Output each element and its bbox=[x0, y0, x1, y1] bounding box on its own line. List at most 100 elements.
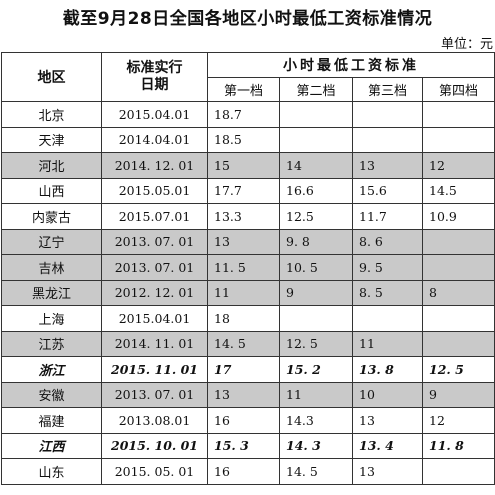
tier-4-cell bbox=[422, 101, 495, 128]
tier-3-cell: 13 bbox=[352, 407, 423, 434]
tier-3-cell: 10 bbox=[352, 381, 423, 408]
date-cell: 2014.04.01 bbox=[101, 126, 208, 153]
tier-1-cell: 13 bbox=[207, 381, 280, 408]
tier-2-cell: 9 bbox=[279, 279, 353, 306]
tier-3-cell: 13 bbox=[352, 458, 423, 485]
date-cell: 2013.08.01 bbox=[101, 407, 208, 434]
tier-4-cell bbox=[422, 330, 495, 357]
table-row: 福建 2013.08.01 16 14.3 13 12 bbox=[1, 407, 495, 434]
region-cell: 江西 bbox=[1, 432, 102, 459]
region-cell: 辽宁 bbox=[1, 228, 102, 255]
table-row: 安徽 2013. 07. 01 13 11 10 9 bbox=[1, 381, 495, 408]
tier-3-cell: 8. 6 bbox=[352, 228, 423, 255]
tier-4-cell: 12. 5 bbox=[422, 356, 495, 383]
header-date: 标准实行 日期 bbox=[101, 52, 208, 102]
date-cell: 2013. 07. 01 bbox=[101, 228, 208, 255]
tier-2-cell: 10. 5 bbox=[279, 254, 353, 281]
tier-1-cell: 13 bbox=[207, 228, 280, 255]
region-cell: 安徽 bbox=[1, 381, 102, 408]
date-cell: 2015.05.01 bbox=[101, 177, 208, 204]
region-cell: 江苏 bbox=[1, 330, 102, 357]
header-tier-3: 第三档 bbox=[352, 77, 423, 102]
tier-4-cell: 12 bbox=[422, 407, 495, 434]
header-date-line1: 标准实行 bbox=[126, 60, 183, 76]
tier-4-cell: 10.9 bbox=[422, 203, 495, 230]
tier-3-cell: 15.6 bbox=[352, 177, 423, 204]
tier-2-cell bbox=[279, 101, 353, 128]
tier-1-cell: 11 bbox=[207, 279, 280, 306]
date-cell: 2012. 12. 01 bbox=[101, 279, 208, 306]
wage-table: 地区 标准实行 日期 小时最低工资标准 第一档 第二档 第三档 第四档 北京 20… bbox=[1, 52, 495, 485]
tier-3-cell bbox=[352, 305, 423, 332]
table-row: 江西 2015. 10. 01 15. 3 14. 3 13. 4 11. 8 bbox=[1, 432, 495, 459]
region-cell: 吉林 bbox=[1, 254, 102, 281]
date-cell: 2013. 07. 01 bbox=[101, 381, 208, 408]
tier-3-cell: 13 bbox=[352, 152, 423, 179]
tier-3-cell: 13. 8 bbox=[352, 356, 423, 383]
date-cell: 2013. 07. 01 bbox=[101, 254, 208, 281]
tier-3-cell: 11.7 bbox=[352, 203, 423, 230]
tier-1-cell: 18.5 bbox=[207, 126, 280, 153]
header-wage-group: 小时最低工资标准 bbox=[207, 52, 495, 78]
table-body: 北京 2015.04.01 18.7 天津 2014.04.01 18.5 河北 2014. … bbox=[1, 101, 495, 485]
unit-label: 单位：元 bbox=[440, 37, 493, 52]
tier-2-cell: 12. 5 bbox=[279, 330, 353, 357]
page-title: 截至9月28日全国各地区小时最低工资标准情况 bbox=[62, 9, 433, 29]
tier-3-cell bbox=[352, 101, 423, 128]
region-cell: 山东 bbox=[1, 458, 102, 485]
header-tier-2: 第二档 bbox=[279, 77, 353, 102]
region-cell: 北京 bbox=[1, 101, 102, 128]
table-row: 河北 2014. 12. 01 15 14 13 12 bbox=[1, 152, 495, 179]
tier-2-cell: 14 bbox=[279, 152, 353, 179]
tier-4-cell bbox=[422, 254, 495, 281]
tier-1-cell: 17 bbox=[207, 356, 280, 383]
table-row: 江苏 2014. 11. 01 14. 5 12. 5 11 bbox=[1, 330, 495, 357]
tier-2-cell: 12.5 bbox=[279, 203, 353, 230]
table-row: 浙江 2015. 11. 01 17 15. 2 13. 8 12. 5 bbox=[1, 356, 495, 383]
region-cell: 天津 bbox=[1, 126, 102, 153]
header-date-line2: 日期 bbox=[140, 77, 169, 93]
tier-1-cell: 15. 3 bbox=[207, 432, 280, 459]
tier-2-cell: 16.6 bbox=[279, 177, 353, 204]
region-cell: 浙江 bbox=[1, 356, 102, 383]
tier-2-cell: 14. 3 bbox=[279, 432, 353, 459]
tier-1-cell: 18.7 bbox=[207, 101, 280, 128]
tier-2-cell: 15. 2 bbox=[279, 356, 353, 383]
tier-4-cell: 9 bbox=[422, 381, 495, 408]
tier-4-cell: 11. 8 bbox=[422, 432, 495, 459]
date-cell: 2015.07.01 bbox=[101, 203, 208, 230]
tier-2-cell bbox=[279, 126, 353, 153]
tier-3-cell: 9. 5 bbox=[352, 254, 423, 281]
tier-1-cell: 14. 5 bbox=[207, 330, 280, 357]
tier-4-cell bbox=[422, 305, 495, 332]
tier-3-cell: 13. 4 bbox=[352, 432, 423, 459]
region-cell: 福建 bbox=[1, 407, 102, 434]
table-row: 山东 2015. 05. 01 16 14. 5 13 bbox=[1, 458, 495, 485]
tier-2-cell: 14. 5 bbox=[279, 458, 353, 485]
region-cell: 黑龙江 bbox=[1, 279, 102, 306]
date-cell: 2014. 11. 01 bbox=[101, 330, 208, 357]
tier-2-cell: 14.3 bbox=[279, 407, 353, 434]
tier-1-cell: 16 bbox=[207, 458, 280, 485]
tier-1-cell: 17.7 bbox=[207, 177, 280, 204]
tier-1-cell: 13.3 bbox=[207, 203, 280, 230]
date-cell: 2015.04.01 bbox=[101, 101, 208, 128]
date-cell: 2015. 10. 01 bbox=[101, 432, 208, 459]
tier-4-cell bbox=[422, 126, 495, 153]
tier-1-cell: 11. 5 bbox=[207, 254, 280, 281]
tier-1-cell: 15 bbox=[207, 152, 280, 179]
tier-3-cell bbox=[352, 126, 423, 153]
table-row: 上海 2015.04.01 18 bbox=[1, 305, 495, 332]
header-tier-1: 第一档 bbox=[207, 77, 280, 102]
tier-4-cell: 8 bbox=[422, 279, 495, 306]
header-tier-4: 第四档 bbox=[422, 77, 495, 102]
header-region: 地区 bbox=[1, 52, 102, 102]
tier-3-cell: 11 bbox=[352, 330, 423, 357]
tier-1-cell: 16 bbox=[207, 407, 280, 434]
region-cell: 内蒙古 bbox=[1, 203, 102, 230]
tier-1-cell: 18 bbox=[207, 305, 280, 332]
date-cell: 2015. 11. 01 bbox=[101, 356, 208, 383]
tier-4-cell: 14.5 bbox=[422, 177, 495, 204]
region-cell: 山西 bbox=[1, 177, 102, 204]
